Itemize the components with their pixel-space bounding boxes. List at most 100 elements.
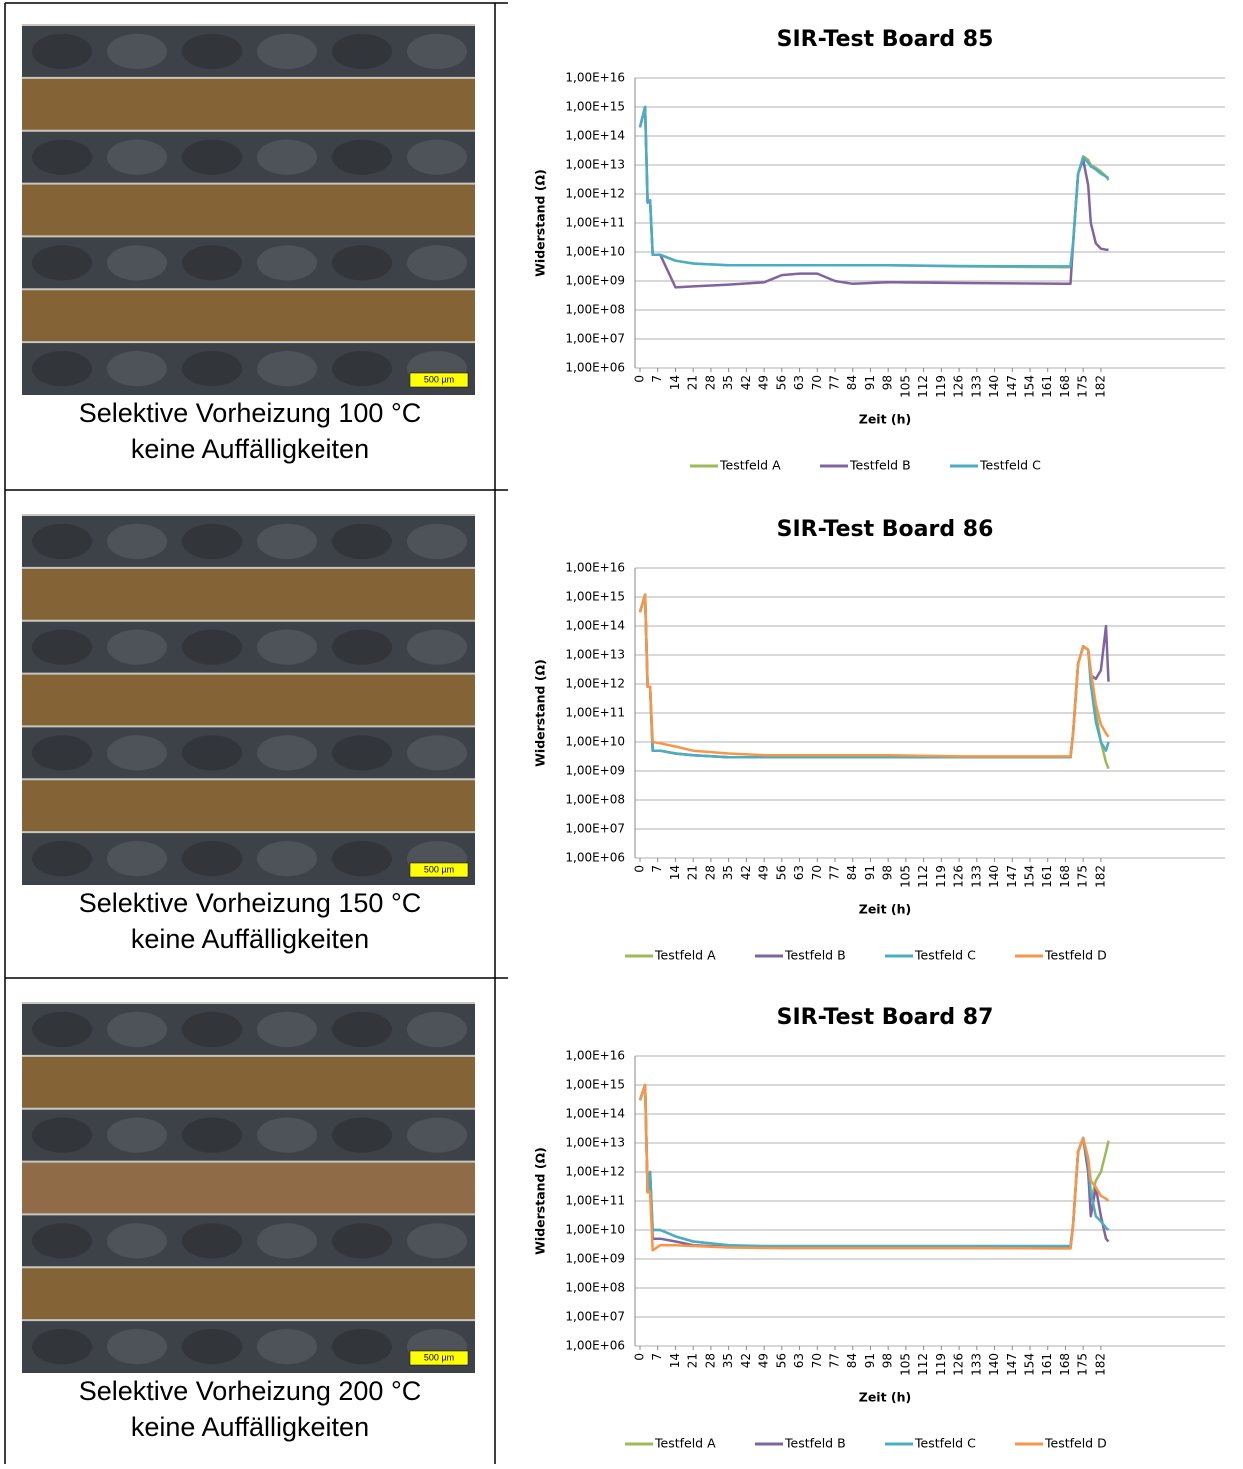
texture xyxy=(32,139,92,175)
x-tick-label: 175 xyxy=(1076,375,1090,398)
micrograph: 500 µm xyxy=(22,1002,475,1373)
x-tick-label: 77 xyxy=(828,1353,842,1368)
texture xyxy=(407,1011,467,1048)
texture xyxy=(257,33,317,70)
x-tick-label: 105 xyxy=(898,375,912,398)
copper-band xyxy=(22,183,475,237)
x-tick-label: 154 xyxy=(1023,865,1037,888)
y-tick-label: 1,00E+06 xyxy=(565,851,625,865)
y-axis-label: Widerstand (Ω) xyxy=(533,659,548,767)
legend-label: Testfeld C xyxy=(914,948,976,963)
series-line xyxy=(638,593,1110,759)
x-tick-label: 63 xyxy=(792,865,806,880)
texture xyxy=(407,1117,467,1153)
x-tick-label: 112 xyxy=(916,1353,930,1376)
legend-label: Testfeld A xyxy=(654,948,716,963)
series-line xyxy=(638,593,1110,770)
y-tick-label: 1,00E+10 xyxy=(565,245,625,259)
x-tick-label: 42 xyxy=(739,865,753,880)
texture xyxy=(332,629,392,665)
x-tick-label: 70 xyxy=(810,375,824,390)
y-tick-label: 1,00E+08 xyxy=(565,793,625,807)
dark-band xyxy=(22,25,475,78)
dark-band xyxy=(22,726,475,780)
y-tick-label: 1,00E+09 xyxy=(565,1252,625,1266)
texture xyxy=(332,245,392,281)
texture xyxy=(182,1011,242,1048)
copper-band xyxy=(22,289,475,343)
x-tick-label: 91 xyxy=(863,865,877,880)
x-tick-label: 56 xyxy=(774,865,788,880)
copper-band xyxy=(22,1161,475,1215)
x-tick-label: 21 xyxy=(686,1353,700,1368)
series-line xyxy=(638,105,1110,269)
x-tick-label: 7 xyxy=(650,375,664,383)
texture xyxy=(107,840,167,877)
x-tick-label: 182 xyxy=(1093,375,1107,398)
y-tick-label: 1,00E+15 xyxy=(565,590,625,604)
x-tick-label: 119 xyxy=(934,1353,948,1376)
copper-band xyxy=(22,567,475,621)
dark-band xyxy=(22,130,475,184)
texture xyxy=(107,629,167,665)
texture xyxy=(32,840,92,877)
y-tick-label: 1,00E+07 xyxy=(565,332,625,346)
x-tick-label: 98 xyxy=(881,865,895,880)
scale-bar-bg xyxy=(409,862,469,878)
copper-band xyxy=(22,77,475,131)
texture xyxy=(182,350,242,387)
x-tick-label: 168 xyxy=(1058,375,1072,398)
x-tick-label: 14 xyxy=(668,1353,682,1368)
texture xyxy=(182,1223,242,1259)
x-tick-label: 140 xyxy=(987,375,1001,398)
scale-bar-bg xyxy=(409,372,469,388)
x-axis-label: Zeit (h) xyxy=(859,902,911,917)
x-tick-label: 7 xyxy=(650,865,664,873)
caption: keine Auffälligkeiten xyxy=(131,434,369,464)
texture xyxy=(407,245,467,281)
texture xyxy=(407,33,467,70)
x-tick-label: 42 xyxy=(739,1353,753,1368)
x-tick-label: 182 xyxy=(1093,1353,1107,1376)
x-tick-label: 35 xyxy=(721,375,735,390)
texture xyxy=(407,1223,467,1259)
x-tick-label: 161 xyxy=(1040,375,1054,398)
x-tick-label: 63 xyxy=(792,375,806,390)
chart: SIR-Test Board 85 1,00E+06 1,00E+07 1,00E+0… xyxy=(533,27,1225,473)
y-tick-label: 1,00E+08 xyxy=(565,303,625,317)
x-tick-label: 14 xyxy=(668,375,682,390)
scale-bar-label: 500 µm xyxy=(424,374,454,384)
copper-band xyxy=(22,1055,475,1109)
texture xyxy=(332,1223,392,1259)
x-tick-label: 112 xyxy=(916,375,930,398)
copper-band xyxy=(22,1267,475,1321)
texture xyxy=(332,33,392,70)
y-tick-label: 1,00E+15 xyxy=(565,100,625,114)
copper-band xyxy=(22,779,475,833)
legend-label: Testfeld B xyxy=(784,948,846,963)
x-tick-label: 49 xyxy=(757,1353,771,1368)
x-tick-label: 28 xyxy=(703,1353,717,1368)
x-tick-label: 77 xyxy=(828,865,842,880)
chart: SIR-Test Board 86 1,00E+06 1,00E+07 1,00E+0… xyxy=(533,517,1225,963)
texture xyxy=(257,1328,317,1365)
texture xyxy=(107,1223,167,1259)
x-tick-label: 175 xyxy=(1076,1353,1090,1376)
x-tick-label: 35 xyxy=(721,1353,735,1368)
texture xyxy=(107,735,167,771)
x-tick-label: 77 xyxy=(828,375,842,390)
x-tick-label: 126 xyxy=(952,375,966,398)
x-tick-label: 63 xyxy=(792,1353,806,1368)
x-tick-label: 154 xyxy=(1023,1353,1037,1376)
caption: Selektive Vorheizung 150 °C xyxy=(79,888,422,918)
texture xyxy=(257,840,317,877)
x-tick-label: 147 xyxy=(1005,865,1019,888)
x-tick-label: 0 xyxy=(633,375,647,383)
x-tick-label: 161 xyxy=(1040,1353,1054,1376)
texture xyxy=(182,840,242,877)
caption: keine Auffälligkeiten xyxy=(131,1412,369,1442)
legend-label: Testfeld A xyxy=(654,1436,716,1451)
y-tick-label: 1,00E+06 xyxy=(565,1339,625,1353)
micrograph: 500 µm xyxy=(22,24,475,395)
